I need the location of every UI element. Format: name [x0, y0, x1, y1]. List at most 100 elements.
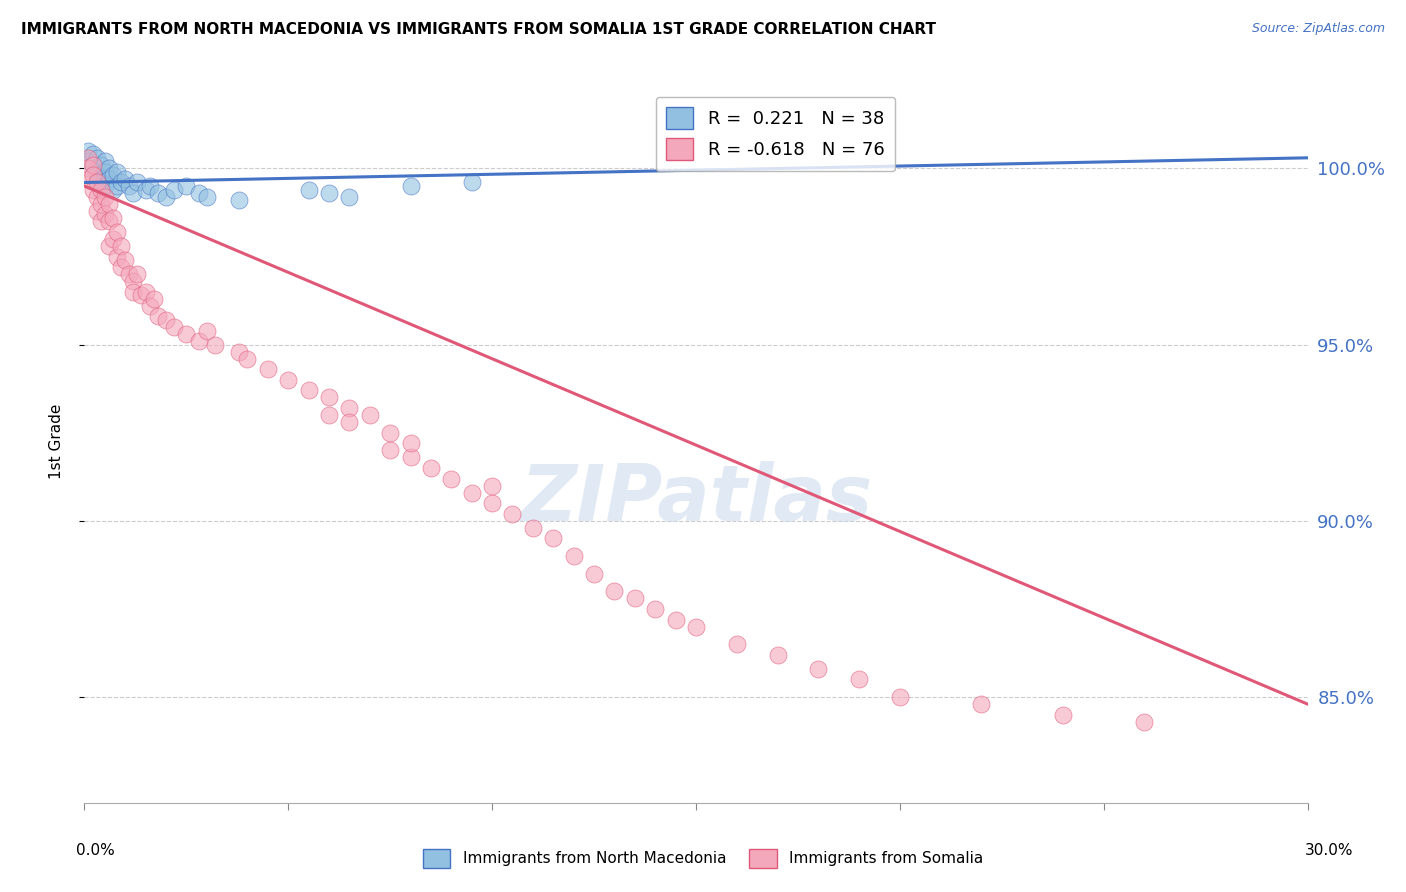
Point — [522, 521, 544, 535]
Point — [77, 144, 100, 158]
Point — [339, 189, 361, 203]
Point — [807, 662, 830, 676]
Point — [725, 637, 748, 651]
Point — [848, 673, 870, 687]
Point — [86, 189, 108, 203]
Point — [298, 182, 321, 196]
Legend: Immigrants from North Macedonia, Immigrants from Somalia: Immigrants from North Macedonia, Immigra… — [416, 843, 990, 873]
Point — [90, 196, 112, 211]
Legend: R =  0.221   N = 38, R = -0.618   N = 76: R = 0.221 N = 38, R = -0.618 N = 76 — [655, 96, 896, 171]
Text: IMMIGRANTS FROM NORTH MACEDONIA VS IMMIGRANTS FROM SOMALIA 1ST GRADE CORRELATION: IMMIGRANTS FROM NORTH MACEDONIA VS IMMIG… — [21, 22, 936, 37]
Text: ZIPatlas: ZIPatlas — [520, 461, 872, 537]
Point — [339, 401, 361, 415]
Text: 30.0%: 30.0% — [1305, 843, 1353, 858]
Point — [155, 313, 177, 327]
Point — [127, 176, 149, 190]
Point — [155, 189, 177, 203]
Point — [685, 619, 707, 633]
Point — [97, 214, 120, 228]
Point — [82, 147, 104, 161]
Point — [77, 154, 100, 169]
Point — [90, 158, 112, 172]
Point — [90, 172, 112, 186]
Point — [86, 161, 108, 176]
Point — [114, 172, 136, 186]
Point — [359, 408, 381, 422]
Point — [127, 267, 149, 281]
Point — [101, 182, 124, 196]
Point — [93, 165, 115, 179]
Point — [93, 154, 115, 169]
Point — [82, 158, 104, 172]
Point — [93, 207, 115, 221]
Point — [105, 225, 128, 239]
Point — [101, 232, 124, 246]
Text: 0.0%: 0.0% — [76, 843, 115, 858]
Point — [93, 189, 115, 203]
Point — [318, 186, 340, 200]
Text: Source: ZipAtlas.com: Source: ZipAtlas.com — [1251, 22, 1385, 36]
Point — [90, 214, 112, 228]
Point — [195, 189, 218, 203]
Point — [970, 697, 993, 711]
Point — [766, 648, 789, 662]
Point — [86, 151, 108, 165]
Point — [603, 584, 626, 599]
Point — [110, 239, 132, 253]
Point — [86, 176, 108, 190]
Point — [889, 690, 911, 704]
Point — [86, 176, 108, 190]
Point — [420, 461, 443, 475]
Point — [187, 186, 209, 200]
Point — [114, 253, 136, 268]
Point — [1052, 707, 1074, 722]
Point — [174, 179, 197, 194]
Point — [110, 260, 132, 274]
Point — [97, 196, 120, 211]
Point — [228, 344, 250, 359]
Point — [101, 211, 124, 225]
Point — [105, 250, 128, 264]
Point — [77, 172, 100, 186]
Point — [146, 310, 169, 324]
Point — [93, 179, 115, 194]
Point — [82, 169, 104, 183]
Point — [138, 299, 160, 313]
Point — [228, 193, 250, 207]
Point — [380, 443, 402, 458]
Point — [82, 182, 104, 196]
Point — [257, 362, 280, 376]
Point — [77, 161, 100, 176]
Point — [502, 507, 524, 521]
Y-axis label: 1st Grade: 1st Grade — [49, 404, 63, 479]
Point — [138, 179, 160, 194]
Point — [481, 496, 503, 510]
Point — [461, 485, 484, 500]
Point — [97, 172, 120, 186]
Point — [122, 285, 145, 299]
Point — [142, 292, 165, 306]
Point — [481, 478, 503, 492]
Point — [77, 151, 100, 165]
Point — [97, 239, 120, 253]
Point — [399, 450, 422, 465]
Point — [204, 337, 226, 351]
Point — [86, 169, 108, 183]
Point — [440, 471, 463, 485]
Point — [277, 373, 299, 387]
Point — [399, 436, 422, 450]
Point — [236, 351, 259, 366]
Point — [105, 179, 128, 194]
Point — [122, 274, 145, 288]
Point — [163, 182, 186, 196]
Point — [339, 415, 361, 429]
Point — [131, 288, 153, 302]
Point — [135, 182, 157, 196]
Point — [543, 532, 565, 546]
Point — [122, 186, 145, 200]
Point — [583, 566, 606, 581]
Point — [97, 161, 120, 176]
Point — [90, 182, 112, 196]
Point — [1133, 714, 1156, 729]
Point — [318, 408, 340, 422]
